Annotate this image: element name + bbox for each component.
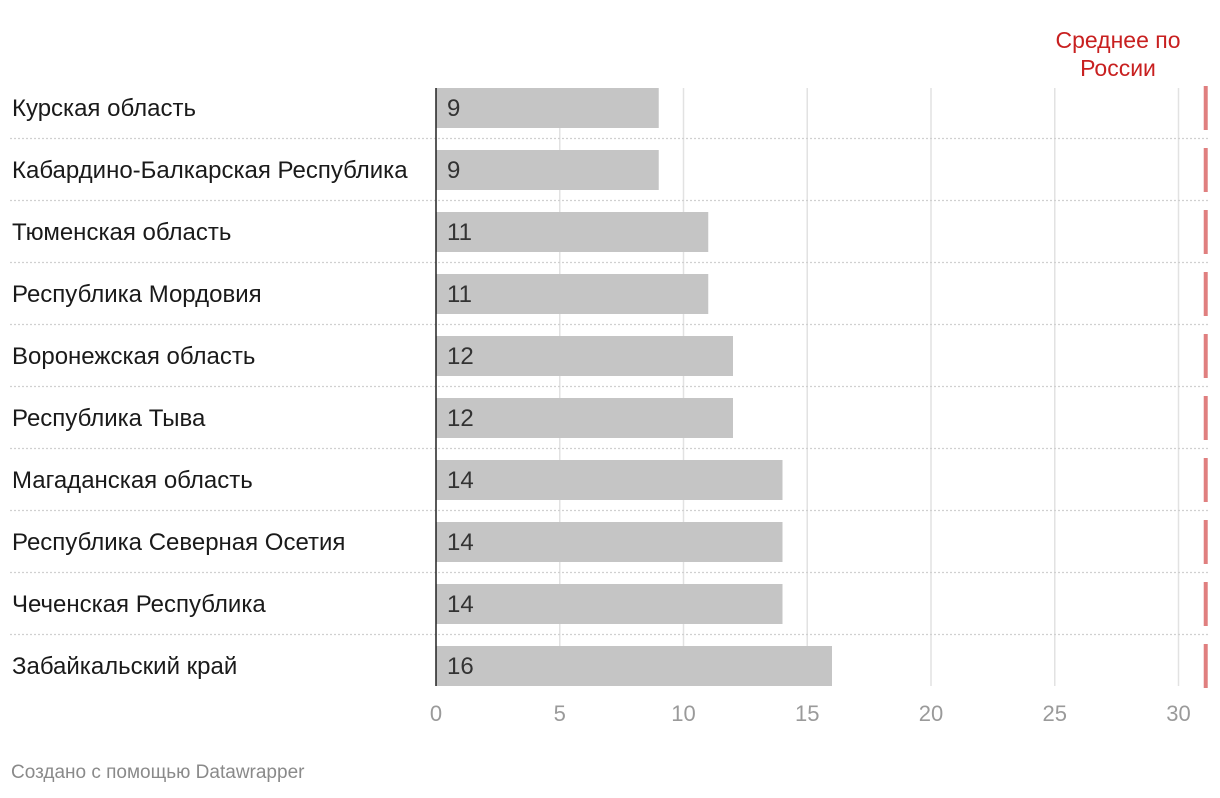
value-label: 12 <box>447 405 474 432</box>
category-label: Магаданская область <box>12 467 253 494</box>
reference-marker <box>1203 396 1208 440</box>
value-label: 11 <box>447 219 472 246</box>
value-label: 14 <box>447 591 474 618</box>
reference-marker <box>1203 148 1208 192</box>
value-label: 14 <box>447 529 474 556</box>
bar <box>436 274 709 314</box>
bar <box>436 460 783 500</box>
x-tick-label: 0 <box>430 701 442 726</box>
category-label: Тюменская область <box>12 219 231 246</box>
reference-marker <box>1203 458 1208 502</box>
category-label: Забайкальский край <box>12 653 237 680</box>
category-labels: Курская область Кабардино-Балкарская Респ… <box>12 95 408 680</box>
x-tick-label: 25 <box>1043 701 1067 726</box>
reference-label: Среднее по России <box>1055 27 1180 81</box>
reference-marker <box>1203 644 1208 688</box>
category-label: Кабардино-Балкарская Республика <box>12 157 408 184</box>
reference-marker <box>1203 582 1208 626</box>
x-tick-label: 30 <box>1166 701 1190 726</box>
value-label: 9 <box>447 95 460 122</box>
bar <box>436 522 783 562</box>
value-label: 12 <box>447 343 474 370</box>
category-label: Республика Северная Осетия <box>12 529 345 556</box>
reference-marker <box>1203 334 1208 378</box>
bar <box>436 336 733 376</box>
bar <box>436 584 783 624</box>
category-label: Воронежская область <box>12 343 255 370</box>
bar <box>436 646 832 686</box>
x-tick-label: 15 <box>795 701 819 726</box>
reference-marker <box>1203 210 1208 254</box>
reference-marker <box>1203 272 1208 316</box>
category-label: Республика Мордовия <box>12 281 262 308</box>
x-tick-label: 10 <box>671 701 695 726</box>
footer-credit: Создано с помощью Datawrapper <box>11 762 305 783</box>
value-label: 14 <box>447 467 474 494</box>
bar <box>436 150 659 190</box>
value-label: 11 <box>447 281 472 308</box>
bar <box>436 212 709 252</box>
bar-chart: Курская область Кабардино-Балкарская Респ… <box>10 27 1210 726</box>
value-labels: 9 9 11 11 12 12 14 14 14 16 <box>447 95 474 680</box>
bar <box>436 88 659 128</box>
category-label: Курская область <box>12 95 196 122</box>
reference-marker <box>1203 520 1208 564</box>
reference-markers <box>1203 86 1208 688</box>
row-separators <box>10 137 1210 636</box>
reference-label-line-2: России <box>1080 55 1156 81</box>
bar <box>436 398 733 438</box>
reference-marker <box>1203 86 1208 130</box>
x-axis-ticks: 0 5 10 15 20 25 30 <box>430 701 1191 726</box>
reference-label-line-1: Среднее по <box>1055 27 1180 53</box>
x-tick-label: 20 <box>919 701 943 726</box>
bars <box>436 88 832 686</box>
category-label: Республика Тыва <box>12 405 206 432</box>
value-label: 9 <box>447 157 460 184</box>
category-label: Чеченская Республика <box>12 591 266 618</box>
x-tick-label: 5 <box>554 701 566 726</box>
value-label: 16 <box>447 653 474 680</box>
